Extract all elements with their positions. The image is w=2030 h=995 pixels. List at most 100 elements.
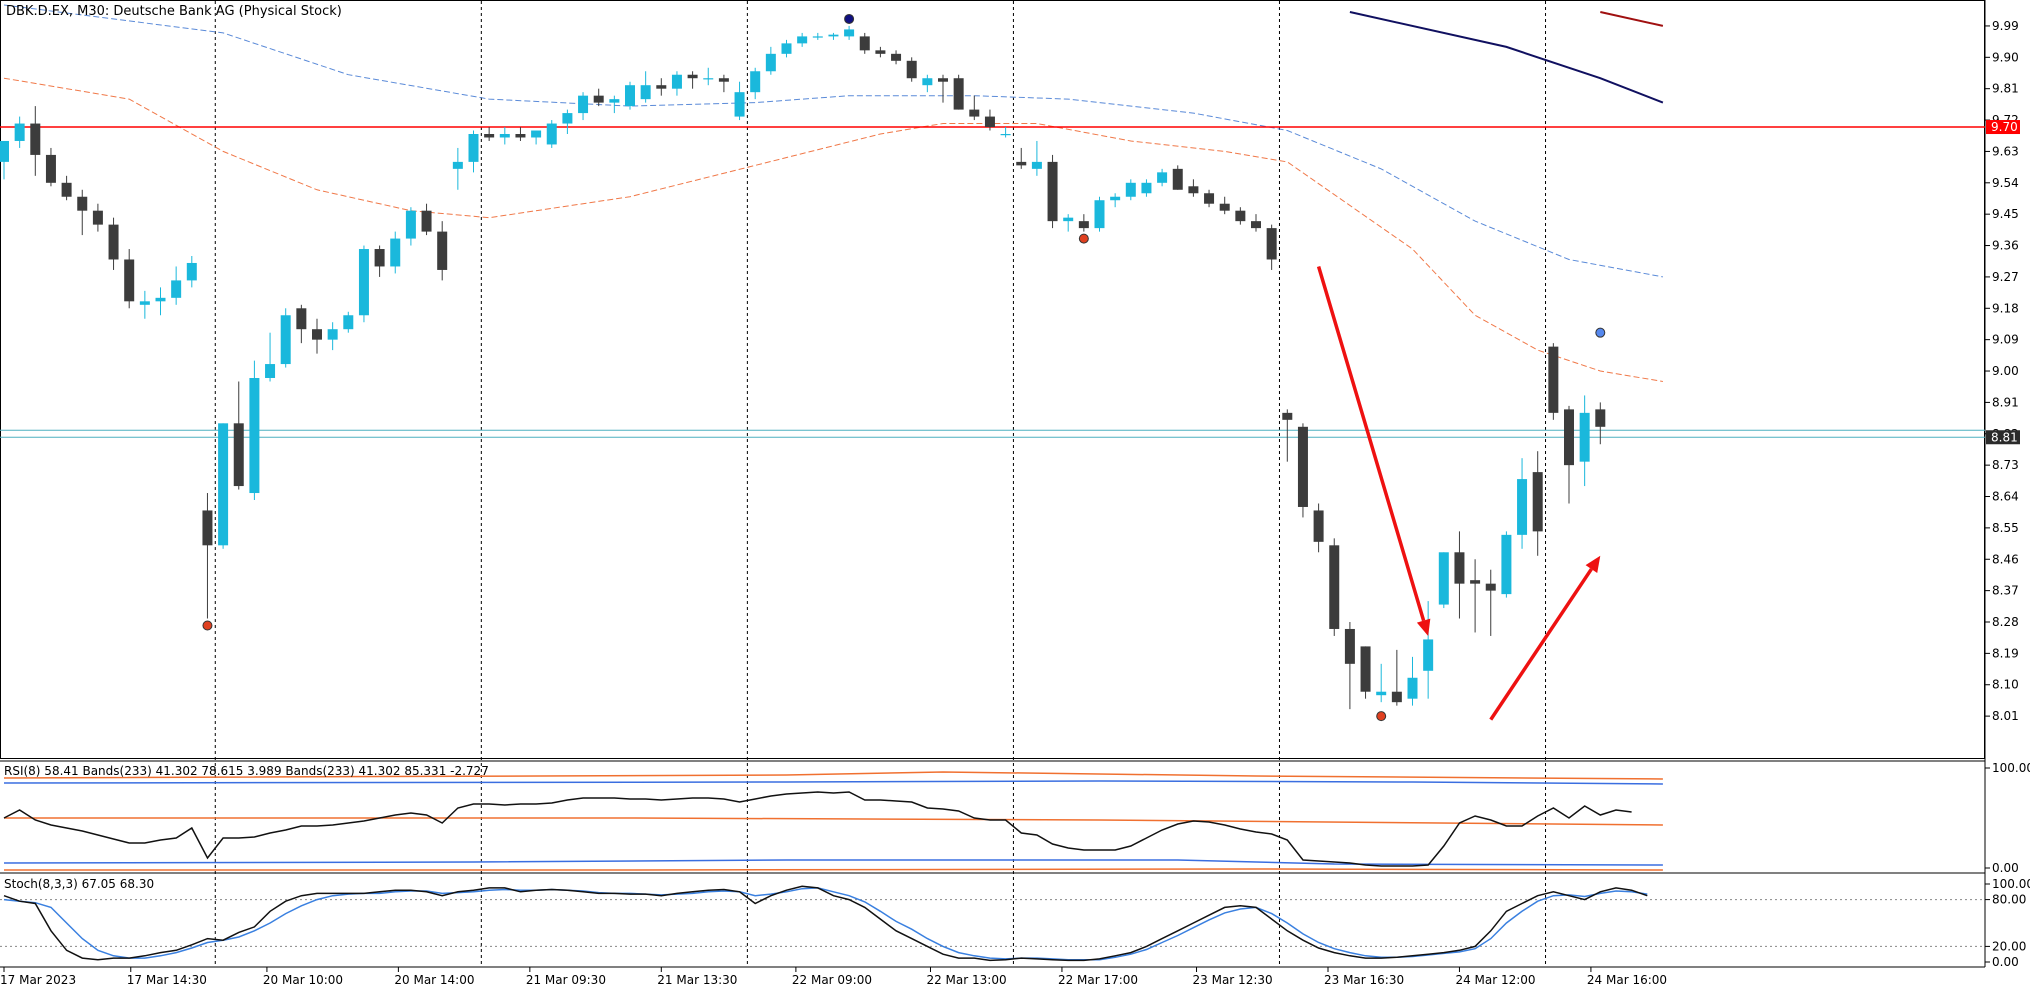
- candle: [390, 231, 401, 274]
- candle-body: [609, 99, 620, 103]
- candle: [1188, 179, 1199, 197]
- fractal-marker: [844, 13, 855, 24]
- candle: [1313, 503, 1324, 553]
- rsi-label: RSI(8) 58.41 Bands(233) 41.302 78.615 3.…: [4, 764, 489, 778]
- horizontal-levels: [0, 126, 1985, 438]
- stoch-main-line: [3, 885, 1648, 962]
- candle: [1094, 196, 1105, 232]
- candle: [249, 360, 260, 500]
- price-tick-label: 8.73: [1992, 458, 2019, 472]
- candle-body: [1000, 134, 1011, 136]
- candle-body: [1391, 691, 1402, 703]
- time-tick-label: 24 Mar 12:00: [1455, 973, 1535, 987]
- candle-body: [969, 109, 980, 117]
- candle: [1110, 193, 1121, 208]
- price-tick-label: 9.81: [1992, 82, 2019, 96]
- candle: [499, 127, 510, 145]
- candle: [1235, 207, 1246, 225]
- candle: [374, 245, 385, 277]
- candle: [1423, 601, 1434, 699]
- candle: [1501, 531, 1512, 598]
- candle: [797, 32, 808, 47]
- candle: [1016, 147, 1027, 169]
- chart-title: DBK.D.EX, M30: Deutsche Bank AG (Physica…: [6, 4, 342, 19]
- candle: [45, 147, 56, 187]
- candle: [280, 308, 291, 368]
- candle: [593, 88, 604, 107]
- candle-body: [1313, 510, 1324, 542]
- candle: [875, 46, 886, 58]
- candle-body: [61, 182, 72, 197]
- trend-arrow-head-0: [1416, 618, 1431, 636]
- stoch-label: Stoch(8,3,3) 67.05 68.30: [4, 877, 154, 891]
- candle: [218, 423, 229, 549]
- candle: [671, 71, 682, 96]
- candle: [1485, 569, 1496, 636]
- candle-body: [578, 95, 589, 114]
- candle-body: [358, 249, 369, 316]
- candle-body: [656, 85, 667, 89]
- candle-body: [562, 113, 573, 124]
- candle-body: [1595, 409, 1606, 427]
- candle: [405, 207, 416, 246]
- candle: [1078, 214, 1089, 232]
- candle: [1251, 214, 1261, 232]
- candle-body: [1110, 196, 1121, 201]
- candle-body: [92, 210, 103, 225]
- candle: [139, 290, 150, 319]
- candle-body: [327, 329, 338, 340]
- candle-body: [1282, 412, 1293, 420]
- stoch-scale-label: 100.00: [1992, 877, 2030, 891]
- time-tick-label: 21 Mar 13:30: [657, 973, 737, 987]
- candle: [343, 311, 354, 333]
- candle: [938, 74, 948, 103]
- candle-body: [1094, 200, 1105, 229]
- candle: [718, 74, 729, 93]
- candle: [922, 74, 933, 93]
- candle-body: [484, 134, 495, 138]
- candle-body: [1235, 210, 1246, 222]
- candle: [1376, 663, 1387, 703]
- candle: [1172, 165, 1183, 190]
- time-tick-label: 21 Mar 09:30: [526, 973, 606, 987]
- candle: [1266, 224, 1277, 270]
- candle-body: [1329, 545, 1340, 629]
- price-tick-label: 8.28: [1992, 615, 2019, 629]
- price-tick-label: 8.91: [1992, 395, 2019, 409]
- candle-body: [1078, 221, 1089, 229]
- candle-body: [859, 36, 870, 51]
- candle-body: [953, 78, 964, 110]
- candle-body: [312, 329, 322, 340]
- candle-body: [1407, 677, 1418, 699]
- candle-body: [734, 92, 745, 117]
- candle-body: [1454, 552, 1465, 584]
- candle-body: [1485, 583, 1496, 591]
- rsi-band-upper-blue: [3, 780, 1663, 785]
- stoch-signal-line: [3, 887, 1648, 961]
- candle-body: [718, 78, 729, 82]
- stoch-scale-label: 80.00: [1992, 893, 2026, 907]
- time-tick-label: 22 Mar 09:00: [792, 973, 872, 987]
- candle-body: [1501, 534, 1512, 595]
- rsi-band-upper-orange: [3, 771, 1663, 780]
- candle: [1548, 343, 1559, 420]
- candle-body: [797, 36, 808, 44]
- price-tick-label: 8.19: [1992, 646, 2019, 660]
- candle-body: [891, 53, 902, 61]
- candle: [844, 25, 855, 40]
- trend-arrow-shaft-1: [1489, 568, 1593, 721]
- candle: [1344, 622, 1355, 710]
- candle-body: [390, 238, 401, 267]
- candle: [468, 130, 479, 173]
- candle-body: [1564, 409, 1574, 466]
- candle-body: [218, 423, 229, 546]
- candle: [1000, 127, 1011, 138]
- candle-body: [265, 364, 276, 378]
- price-tick-label: 9.63: [1992, 144, 2019, 158]
- rsi-scale-label: 0.00: [1992, 861, 2019, 875]
- rsi-line: [3, 791, 1632, 867]
- axes-labels: 9.999.909.819.729.639.549.459.369.279.18…: [0, 19, 2030, 987]
- price-tick-label: 9.90: [1992, 50, 2019, 64]
- candle: [765, 46, 776, 75]
- candle-body: [1548, 346, 1559, 413]
